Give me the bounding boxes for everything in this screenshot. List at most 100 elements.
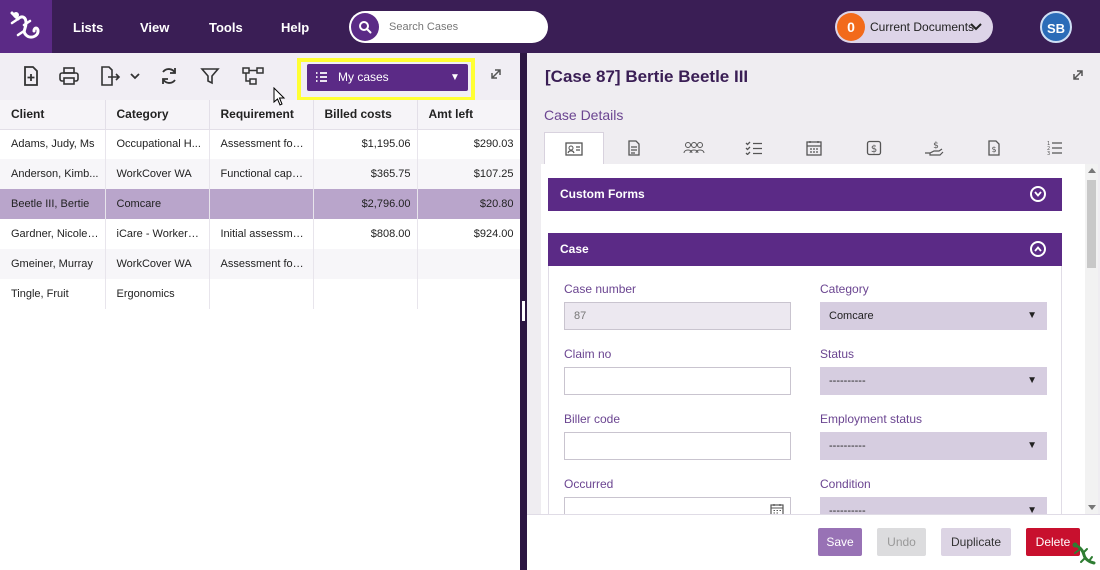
menu-tools[interactable]: Tools — [209, 20, 243, 35]
list-toolbar: My cases ▼ — [0, 53, 520, 101]
tab-invoice-icon[interactable]: $ — [964, 132, 1024, 164]
svg-text:2: 2 — [1047, 146, 1050, 152]
column-header-category[interactable]: Category — [105, 100, 210, 130]
expand-icon[interactable] — [1071, 68, 1085, 85]
table-row[interactable]: Gmeiner, Murray WorkCover WA Assessment … — [0, 249, 521, 279]
cell-category: WorkCover WA — [105, 159, 210, 189]
chevron-down-circle-icon[interactable] — [1030, 186, 1046, 202]
pane-splitter[interactable] — [520, 53, 527, 570]
cell-billed-costs — [313, 249, 418, 279]
cell-amt-left — [417, 279, 521, 309]
table-header-row: Client Category Requirement Billed costs… — [0, 100, 521, 130]
caret-down-icon: ▼ — [1027, 505, 1037, 514]
claim-no-field[interactable] — [564, 367, 791, 395]
search-input[interactable]: Search Cases — [389, 21, 459, 33]
category-select[interactable]: Comcare ▼ — [820, 302, 1047, 330]
cell-client: Adams, Judy, Ms — [0, 129, 106, 159]
menu-view[interactable]: View — [140, 20, 170, 35]
employment-status-selected-value: ---------- — [829, 440, 866, 452]
undo-button[interactable]: Undo — [877, 528, 926, 556]
workflow-icon[interactable] — [242, 65, 264, 87]
duplicate-button[interactable]: Duplicate — [941, 528, 1011, 556]
search-cases-box[interactable]: Search Cases — [349, 11, 548, 43]
details-scrollbar[interactable] — [1085, 164, 1098, 514]
column-header-requirement[interactable]: Requirement — [209, 100, 314, 130]
status-label: Status — [820, 347, 855, 361]
category-selected-value: Comcare — [829, 310, 874, 322]
tab-payment-hand-icon[interactable]: $ — [904, 132, 964, 164]
filter-highlight-frame — [297, 58, 475, 101]
scrollbar-thumb[interactable] — [1087, 180, 1096, 268]
list-icon — [316, 72, 327, 82]
cell-category: WorkCover WA — [105, 249, 210, 279]
tab-dollar-icon[interactable]: $ — [844, 132, 904, 164]
case-filter-select[interactable]: My cases ▼ — [307, 64, 468, 91]
delete-button[interactable]: Delete — [1026, 528, 1080, 556]
cell-amt-left: $290.03 — [417, 129, 521, 159]
column-header-client[interactable]: Client — [0, 100, 106, 130]
tab-calendar-icon[interactable] — [784, 132, 844, 164]
splitter-grip[interactable] — [522, 301, 525, 321]
print-icon[interactable] — [58, 65, 80, 87]
condition-selected-value: ---------- — [829, 505, 866, 514]
export-dropdown-chevron-icon[interactable] — [127, 65, 143, 87]
tab-id-card-icon[interactable] — [544, 132, 604, 164]
cell-billed-costs: $2,796.00 — [313, 189, 418, 219]
avatar[interactable]: SB — [1040, 11, 1072, 43]
cell-client: Beetle III, Bertie — [0, 189, 106, 219]
cell-category: Occupational H... — [105, 129, 210, 159]
biller-code-field[interactable] — [564, 432, 791, 460]
calendar-icon[interactable] — [770, 503, 784, 514]
status-selected-value: ---------- — [829, 375, 866, 387]
export-icon[interactable] — [99, 65, 121, 87]
tab-document-icon[interactable] — [604, 132, 664, 164]
case-filter-selected-value: My cases — [338, 70, 389, 84]
tab-checklist-icon[interactable] — [724, 132, 784, 164]
condition-select[interactable]: ---------- ▼ — [820, 497, 1047, 514]
scroll-down-arrow-icon[interactable] — [1088, 505, 1096, 510]
menu-help[interactable]: Help — [281, 20, 310, 35]
save-button[interactable]: Save — [818, 528, 862, 556]
case-number-label: Case number — [564, 282, 637, 296]
cell-requirement — [209, 189, 314, 219]
case-panel-body — [548, 266, 1062, 514]
table-row-selected[interactable]: Beetle III, Bertie Comcare $2,796.00 $20… — [0, 189, 521, 219]
new-document-icon[interactable] — [20, 65, 42, 87]
condition-label: Condition — [820, 477, 871, 491]
table-row[interactable]: Gardner, Nicole,... iCare - Workers ... … — [0, 219, 521, 249]
column-header-amt-left[interactable]: Amt left — [417, 100, 521, 130]
custom-forms-panel-header[interactable]: Custom Forms — [548, 178, 1062, 211]
column-header-billed-costs[interactable]: Billed costs — [313, 100, 418, 130]
cell-billed-costs: $1,195.06 — [313, 129, 418, 159]
claim-no-label: Claim no — [564, 347, 612, 361]
table-row[interactable]: Anderson, Kimb... WorkCover WA Functiona… — [0, 159, 521, 189]
refresh-icon[interactable] — [158, 65, 180, 87]
cell-billed-costs: $808.00 — [313, 219, 418, 249]
chevron-up-circle-icon[interactable] — [1030, 241, 1046, 257]
menu-lists[interactable]: Lists — [73, 20, 104, 35]
page-title: [Case 87] Bertie Beetle III — [545, 67, 749, 86]
cell-requirement: Functional capa... — [209, 159, 314, 189]
table-row[interactable]: Tingle, Fruit Ergonomics — [0, 279, 521, 309]
case-panel-header[interactable]: Case — [548, 233, 1062, 266]
expand-icon[interactable] — [489, 67, 503, 84]
cell-client: Gardner, Nicole,... — [0, 219, 106, 249]
case-details-content: Custom Forms Case Case number 87 Categor… — [541, 164, 1087, 514]
tab-people-icon[interactable] — [664, 132, 724, 164]
scroll-up-arrow-icon[interactable] — [1088, 168, 1096, 173]
table-row[interactable]: Adams, Judy, Ms Occupational H... Assess… — [0, 129, 521, 159]
panel-title: Case — [560, 242, 589, 256]
app-logo[interactable] — [0, 0, 52, 53]
current-documents-button[interactable]: 0 Current Documents — [835, 11, 993, 43]
chevron-down-icon — [970, 23, 982, 31]
status-select[interactable]: ---------- ▼ — [820, 367, 1047, 395]
occurred-date-field[interactable] — [564, 497, 791, 514]
occurred-label: Occurred — [564, 477, 614, 491]
employment-status-select[interactable]: ---------- ▼ — [820, 432, 1047, 460]
filter-icon[interactable] — [199, 65, 221, 87]
search-icon[interactable] — [351, 13, 379, 41]
caret-down-icon: ▼ — [450, 72, 460, 83]
caret-down-icon: ▼ — [1027, 310, 1037, 321]
cell-amt-left — [417, 249, 521, 279]
